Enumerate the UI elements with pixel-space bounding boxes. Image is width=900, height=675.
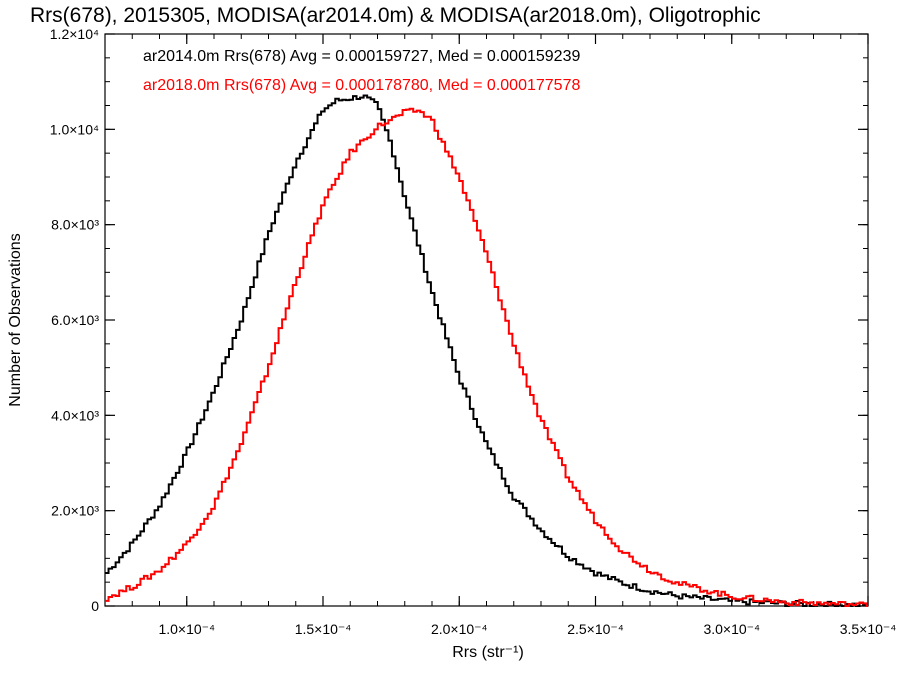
- x-axis-label: Rrs (str⁻¹): [452, 644, 524, 661]
- y-tick-label: 1.0×10⁴: [50, 121, 99, 137]
- legend-series-2: ar2018.0m Rrs(678) Avg = 0.000178780, Me…: [143, 77, 580, 94]
- y-axis-ticks: 0 2.0×10³ 4.0×10³ 6.0×10³ 8.0×10³ 1.0×10⁴ 1.2×…: [50, 26, 868, 614]
- x-tick-label: 3.0×10⁻⁴: [703, 621, 760, 637]
- y-tick-label: 2.0×10³: [51, 503, 99, 519]
- y-tick-label: 0: [91, 598, 99, 614]
- series-layer: [105, 94, 868, 607]
- plot-frame: [104, 33, 869, 607]
- x-tick-label: 2.0×10⁻⁴: [431, 621, 488, 637]
- series-2-line: [105, 107, 868, 607]
- y-tick-label: 4.0×10³: [51, 407, 99, 423]
- y-tick-label: 1.2×10⁴: [50, 26, 99, 42]
- x-tick-label: 3.5×10⁻⁴: [840, 621, 897, 637]
- y-tick-label: 6.0×10³: [51, 312, 99, 328]
- y-tick-label: 8.0×10³: [51, 217, 99, 233]
- y-axis-label: Number of Observations: [7, 233, 24, 406]
- legend-series-1: ar2014.0m Rrs(678) Avg = 0.000159727, Me…: [143, 48, 580, 65]
- x-tick-label: 1.5×10⁻⁴: [295, 621, 352, 637]
- chart-title: Rrs(678), 2015305, MODISA(ar2014.0m) & M…: [30, 4, 761, 27]
- x-axis-ticks: 1.0×10⁻⁴ 1.5×10⁻⁴ 2.0×10⁻⁴ 2.5×10⁻⁴ 3.0×10⁻⁴…: [104, 34, 897, 637]
- x-tick-label: 1.0×10⁻⁴: [158, 621, 215, 637]
- x-tick-label: 2.5×10⁻⁴: [567, 621, 624, 637]
- series-1-line: [105, 94, 868, 607]
